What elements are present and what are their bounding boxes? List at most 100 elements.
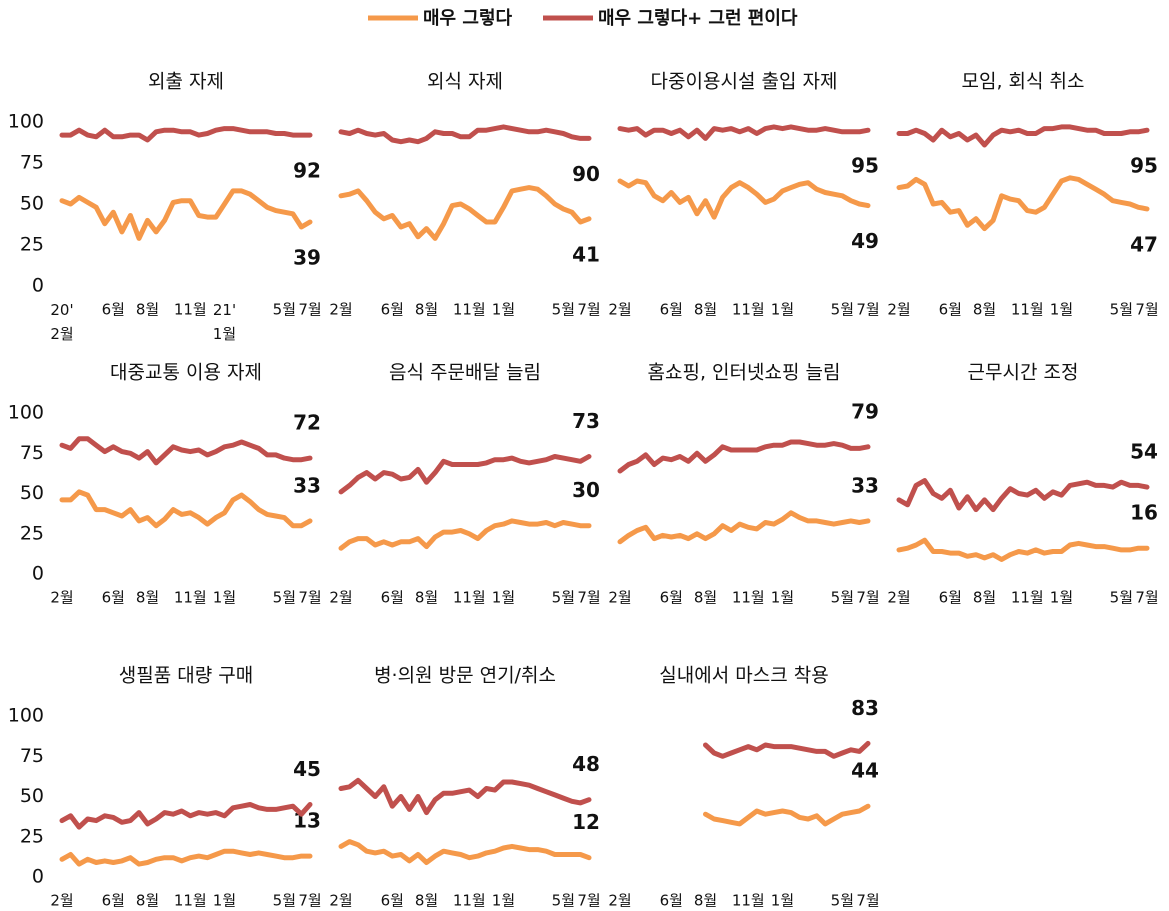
y-tick-label: 25 [20, 234, 44, 256]
legend-label: 매우 그렇다 [423, 8, 513, 29]
end-label: 95 [851, 154, 879, 178]
x-tick-label: 1월 [213, 892, 236, 910]
series-line [338, 185, 592, 241]
panel-title: 대중교통 이용 자제 [110, 362, 262, 384]
x-tick-label: 5월 [552, 589, 575, 607]
end-label: 73 [572, 409, 600, 433]
end-label: 45 [293, 757, 321, 781]
x-tick-label: 1월 [1050, 589, 1073, 607]
panel-title: 실내에서 마스크 착용 [659, 665, 828, 687]
x-tick-label: 8월 [973, 589, 996, 607]
x-tick-label: 5월 [1110, 301, 1133, 319]
x-tick-label: 5월 [273, 892, 296, 910]
x-tick-label: 11월 [1011, 301, 1044, 319]
series-line [338, 777, 592, 816]
end-label: 79 [851, 399, 879, 423]
y-tick-label: 0 [32, 275, 44, 297]
series-line [617, 124, 871, 141]
series-line [896, 124, 1150, 148]
x-tick-label: 8월 [973, 301, 996, 319]
x-tick-label: 5월 [552, 892, 575, 910]
end-label: 44 [851, 759, 879, 783]
x-tick-label: 6월 [939, 589, 962, 607]
legend-label: 매우 그렇다+ 그런 편이다 [598, 8, 798, 29]
x-tick-label: 1월 [492, 589, 515, 607]
x-tick-label: 8월 [136, 301, 159, 319]
x-tick-label: 6월 [939, 301, 962, 319]
x-tick-label: 6월 [381, 301, 404, 319]
panel-title: 외출 자제 [148, 71, 224, 93]
series-line [59, 188, 313, 241]
end-label: 16 [1130, 501, 1158, 525]
x-tick-label: 8월 [694, 892, 717, 910]
end-label: 47 [1130, 232, 1158, 256]
x-tick-label: 2월 [608, 892, 631, 910]
x-tick-label: 1월 [492, 301, 515, 319]
x-tick-label: 2월 [329, 589, 352, 607]
x-tick-label: 2월 [50, 892, 73, 910]
end-label: 48 [572, 752, 600, 776]
x-tick-label: 7월 [856, 301, 879, 319]
x-tick-label: 11월 [732, 589, 765, 607]
y-tick-label: 100 [8, 111, 44, 133]
panel-title: 모임, 회식 취소 [962, 71, 1085, 93]
end-label: 83 [851, 696, 879, 720]
series-line [338, 124, 592, 145]
series-line [338, 454, 592, 495]
x-tick-label: 6월 [660, 589, 683, 607]
x-tick-label: 5월 [1110, 589, 1133, 607]
panel-title: 홈쇼핑, 인터넷쇼핑 늘림 [648, 362, 841, 384]
x-tick-label: 11월 [732, 892, 765, 910]
y-tick-label: 0 [32, 866, 44, 888]
series-line [617, 178, 871, 220]
x-tick-label: 7월 [577, 589, 600, 607]
x-tick-label: 7월 [856, 892, 879, 910]
panel-title: 근무시간 조정 [968, 362, 1079, 384]
end-label: 72 [293, 411, 321, 435]
series-line [59, 848, 313, 867]
y-tick-label: 25 [20, 825, 44, 847]
x-tick-label: 20' 2월 [50, 301, 73, 343]
panel-title: 외식 자제 [427, 71, 503, 93]
x-tick-label: 1월 [771, 301, 794, 319]
x-tick-label: 8월 [136, 892, 159, 910]
y-tick-label: 100 [8, 402, 44, 424]
x-tick-label: 2월 [887, 301, 910, 319]
series-line [338, 518, 592, 551]
x-tick-label: 8월 [415, 892, 438, 910]
x-tick-label: 7월 [298, 589, 321, 607]
x-tick-label: 5월 [831, 589, 854, 607]
x-tick-label: 7월 [577, 892, 600, 910]
x-tick-label: 6월 [381, 892, 404, 910]
x-tick-label: 2월 [329, 301, 352, 319]
x-tick-label: 7월 [298, 892, 321, 910]
y-tick-label: 0 [32, 563, 44, 585]
x-tick-label: 6월 [102, 892, 125, 910]
x-tick-label: 11월 [174, 301, 207, 319]
y-tick-label: 25 [20, 522, 44, 544]
x-tick-label: 7월 [577, 301, 600, 319]
x-tick-label: 11월 [174, 892, 207, 910]
x-tick-label: 11월 [732, 301, 765, 319]
series-line [617, 510, 871, 545]
x-tick-label: 5월 [552, 301, 575, 319]
y-tick-label: 75 [20, 152, 44, 174]
panel-title: 음식 주문배달 늘림 [389, 362, 541, 384]
x-tick-label: 2월 [887, 589, 910, 607]
panel-title: 병·의원 방문 연기/취소 [374, 665, 556, 687]
x-tick-label: 7월 [1135, 301, 1158, 319]
x-tick-label: 11월 [453, 892, 486, 910]
end-label: 30 [572, 478, 600, 502]
end-label: 92 [293, 159, 321, 183]
x-tick-label: 2월 [608, 589, 631, 607]
y-tick-label: 100 [8, 705, 44, 727]
x-tick-label: 7월 [298, 301, 321, 319]
y-tick-label: 50 [20, 482, 44, 504]
x-tick-label: 7월 [856, 589, 879, 607]
series-line [896, 175, 1150, 232]
x-tick-label: 8월 [415, 301, 438, 319]
x-tick-label: 7월 [1135, 589, 1158, 607]
x-tick-label: 6월 [102, 589, 125, 607]
x-tick-label: 6월 [102, 301, 125, 319]
